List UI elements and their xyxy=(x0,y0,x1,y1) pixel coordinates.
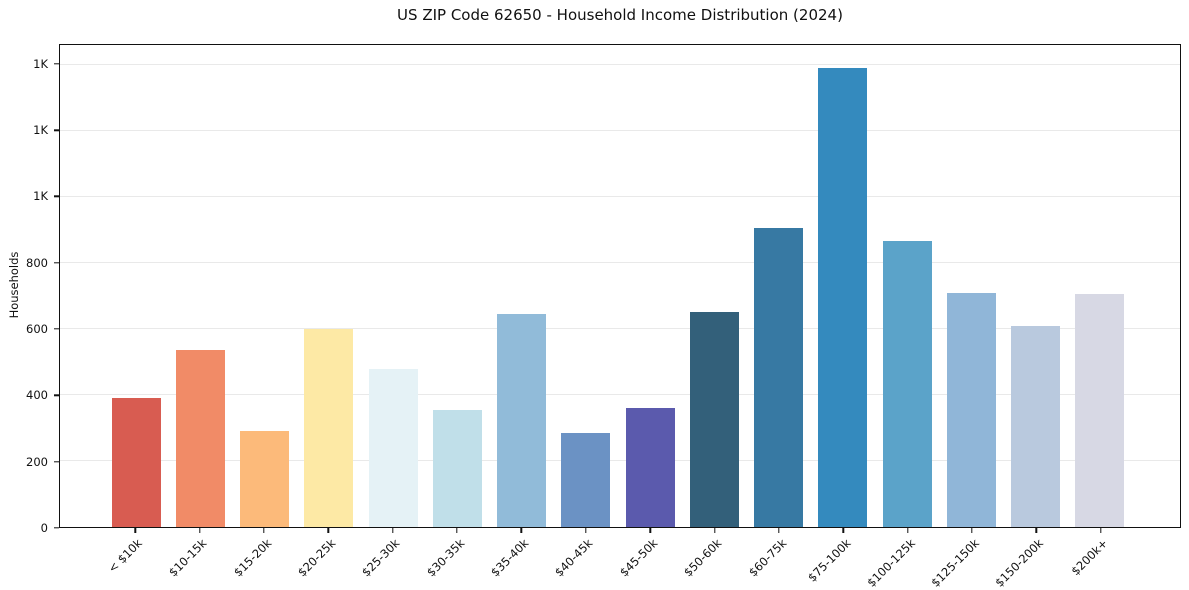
y-tick-mark xyxy=(54,460,59,463)
bar-$25-30k xyxy=(368,368,418,527)
x-tick-label: $50-60k xyxy=(681,536,725,580)
bar-slot xyxy=(361,45,425,527)
x-tick-mark xyxy=(327,528,330,533)
x-tick-mark xyxy=(585,528,587,533)
bar-slot xyxy=(811,45,875,527)
x-tick-label: < $10k xyxy=(105,536,146,576)
bar-slot xyxy=(618,45,682,527)
bar-$200k+ xyxy=(1075,294,1125,527)
x-tick-label: $15-20k xyxy=(230,536,274,580)
x-tick-mark xyxy=(778,528,780,533)
x-tick-mark xyxy=(713,528,716,533)
bar-slot xyxy=(104,45,168,527)
x-tick-label: $30-35k xyxy=(423,536,467,580)
x-tick-mark xyxy=(842,528,845,533)
plot-area xyxy=(59,44,1181,528)
y-tick-mark xyxy=(54,328,59,330)
bar-slot xyxy=(490,45,554,527)
bar-< $10k xyxy=(111,398,161,527)
bar-slot xyxy=(297,45,361,527)
x-tick-label: $40-45k xyxy=(552,536,596,580)
x-tick-label: $45-50k xyxy=(616,536,661,580)
bar-$50-60k xyxy=(689,312,739,527)
bar-$150-200k xyxy=(1011,325,1061,527)
y-tick-label: 600 xyxy=(26,322,48,337)
gridline xyxy=(60,195,1180,197)
bar-$40-45k xyxy=(561,432,611,527)
x-axis: < $10k $10-15k $15-20k $20-25k $25-30k $30-35… xyxy=(59,528,1181,590)
x-tick-mark xyxy=(906,528,909,533)
bar-slot xyxy=(554,45,618,527)
x-tick-label: $20-25k xyxy=(294,536,339,580)
bar-$15-20k xyxy=(240,431,290,527)
x-tick-mark xyxy=(649,528,651,533)
y-tick-mark xyxy=(54,129,59,131)
bar-slot xyxy=(747,45,811,527)
bar-$125-150k xyxy=(946,292,996,527)
bar-$30-35k xyxy=(432,409,482,527)
x-tick-mark xyxy=(971,528,973,533)
gridline xyxy=(60,63,1180,65)
bar-$10-15k xyxy=(175,350,225,527)
y-tick-mark xyxy=(54,394,59,397)
x-tick-mark xyxy=(391,528,394,533)
gridline xyxy=(60,459,1180,461)
x-tick-mark xyxy=(1100,528,1102,533)
y-tick-mark xyxy=(54,195,59,198)
bar-slot xyxy=(1068,45,1132,527)
x-tick-mark xyxy=(263,528,265,533)
y-tick-label: 1K xyxy=(33,123,48,138)
y-tick-label: 1K xyxy=(33,56,48,71)
bar-slot xyxy=(233,45,297,527)
y-tick-label: 200 xyxy=(26,454,48,469)
bar-$35-40k xyxy=(497,314,547,527)
x-tick-label: $10-15k xyxy=(166,536,210,580)
chart-title: US ZIP Code 62650 - Household Income Dis… xyxy=(397,6,843,24)
gridline xyxy=(60,261,1180,263)
bar-slot xyxy=(1004,45,1068,527)
gridline xyxy=(60,327,1180,329)
y-tick-label: 0 xyxy=(40,521,48,535)
bar-slot xyxy=(875,45,939,527)
y-axis: 0 200 400 600 800 1K 1K 1K xyxy=(0,44,59,535)
x-tick-label: $75-100k xyxy=(804,536,854,585)
bar-$100-125k xyxy=(882,241,932,527)
x-tick-label: $125-150k xyxy=(928,536,982,590)
bar-slot xyxy=(682,45,746,527)
bar-series xyxy=(60,45,1180,527)
y-tick-label: 400 xyxy=(26,388,48,403)
x-tick-label: $25-30k xyxy=(359,536,403,580)
y-tick-label: 1K xyxy=(33,189,48,204)
bar-slot xyxy=(168,45,232,527)
y-tick-mark xyxy=(54,63,59,65)
x-tick-label: $200k+ xyxy=(1068,536,1111,579)
x-tick-mark xyxy=(456,528,458,533)
x-tick-mark xyxy=(198,528,201,533)
x-tick-label: $150-200k xyxy=(992,536,1047,590)
gridline xyxy=(60,129,1180,131)
y-tick-mark xyxy=(54,527,59,529)
y-tick-mark xyxy=(54,262,59,264)
x-tick-label: $35-40k xyxy=(487,536,532,580)
x-tick-mark xyxy=(1035,528,1038,533)
bar-$75-100k xyxy=(818,68,868,527)
gridline xyxy=(60,393,1180,395)
x-tick-label: $100-125k xyxy=(863,536,918,590)
y-tick-label: 800 xyxy=(26,255,48,270)
bar-$60-75k xyxy=(754,228,804,527)
bar-$45-50k xyxy=(625,408,675,527)
x-tick-mark xyxy=(134,528,136,533)
x-tick-mark xyxy=(520,528,523,533)
bar-slot xyxy=(425,45,489,527)
x-tick-label: $60-75k xyxy=(745,536,789,580)
bar-slot xyxy=(939,45,1003,527)
bar-$20-25k xyxy=(304,328,354,527)
